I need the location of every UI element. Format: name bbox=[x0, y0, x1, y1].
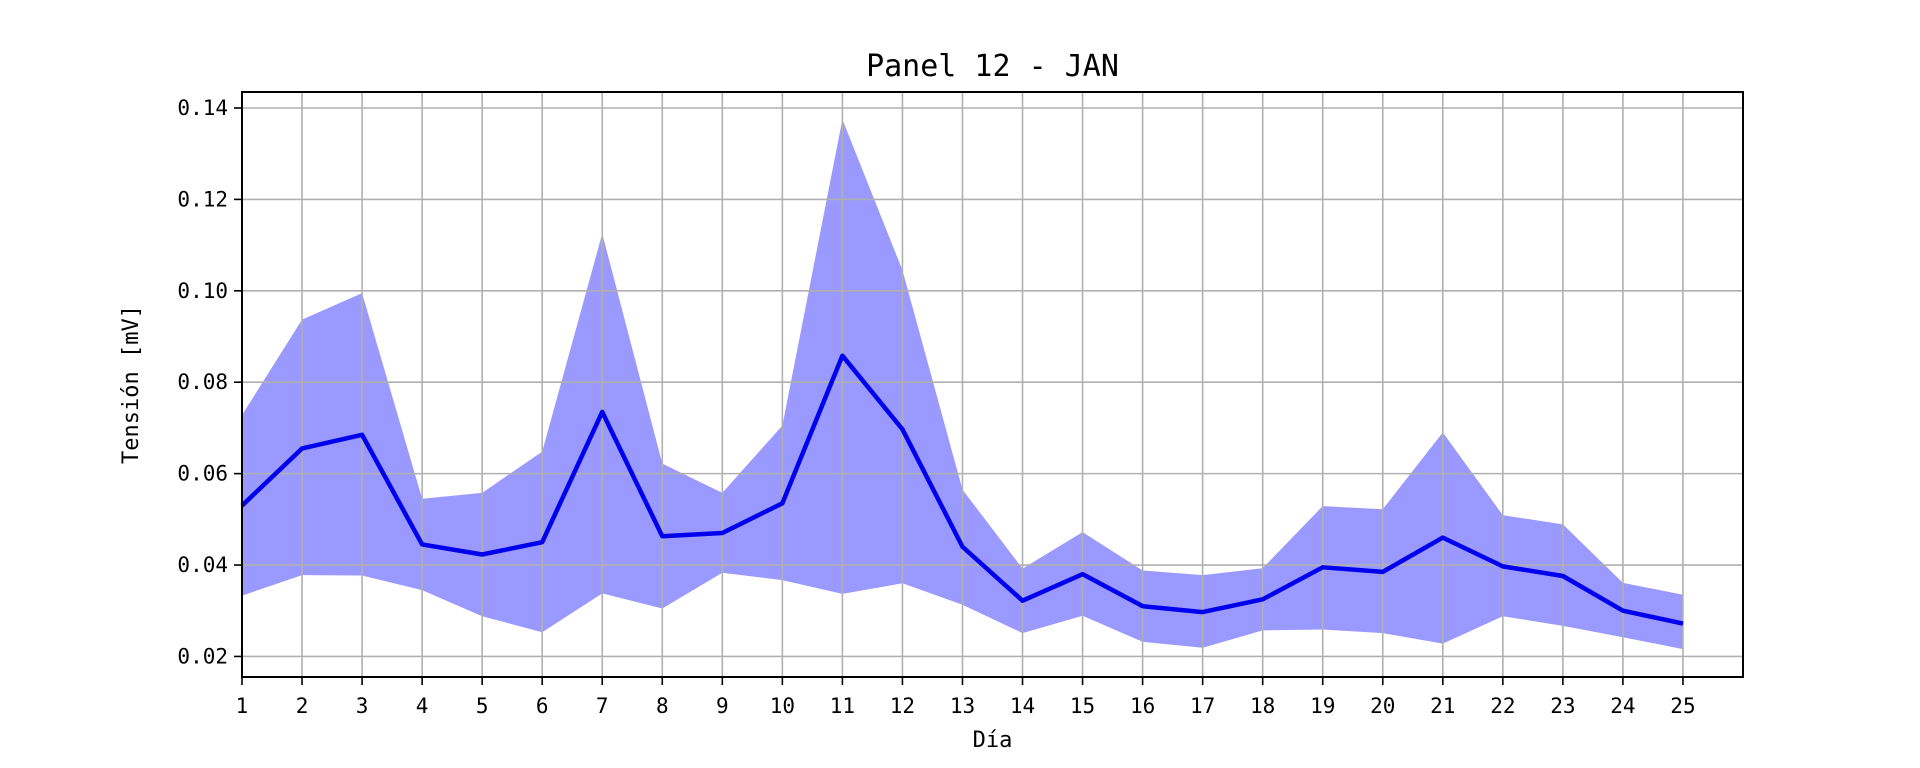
x-tick-label: 24 bbox=[1610, 694, 1635, 718]
y-tick-label: 0.02 bbox=[177, 644, 228, 668]
chart-title: Panel 12 - JAN bbox=[866, 49, 1119, 84]
grid-layer bbox=[241, 92, 1743, 677]
x-tick-label: 14 bbox=[1010, 694, 1035, 718]
x-tick-label: 19 bbox=[1310, 694, 1335, 718]
x-axis-label: Día bbox=[973, 728, 1013, 753]
x-tick-label: 10 bbox=[770, 694, 795, 718]
y-tick-label: 0.10 bbox=[177, 279, 228, 303]
x-tick-label: 16 bbox=[1130, 694, 1155, 718]
y-tick-label: 0.06 bbox=[177, 462, 228, 486]
x-tick-label: 4 bbox=[416, 694, 429, 718]
x-tick-label: 21 bbox=[1430, 694, 1455, 718]
x-tick-label: 20 bbox=[1370, 694, 1395, 718]
x-tick-label: 7 bbox=[596, 694, 609, 718]
x-tick-label: 25 bbox=[1670, 694, 1695, 718]
x-tick-label: 18 bbox=[1250, 694, 1275, 718]
y-tick-label: 0.12 bbox=[177, 187, 228, 211]
x-tick-label: 15 bbox=[1070, 694, 1095, 718]
x-tick-label: 2 bbox=[296, 694, 309, 718]
x-tick-label: 22 bbox=[1490, 694, 1515, 718]
x-tick-label: 5 bbox=[476, 694, 489, 718]
plot-frame bbox=[241, 91, 1744, 678]
x-tick-label: 1 bbox=[236, 694, 249, 718]
series-line bbox=[240, 353, 1684, 626]
x-tick-label: 12 bbox=[890, 694, 915, 718]
x-tick-label: 3 bbox=[356, 694, 369, 718]
x-tick-label: 17 bbox=[1190, 694, 1215, 718]
axis-ticks-layer: 1 2 3 4 5 6 7 8 9 10 11 12 13 14 15 16 17 18 19 20 21 22 23 24 2… bbox=[177, 96, 1695, 718]
x-tick-label: 11 bbox=[830, 694, 855, 718]
y-tick-label: 0.08 bbox=[177, 370, 228, 394]
y-axis-label: Tensión [mV] bbox=[119, 305, 144, 464]
x-tick-label: 8 bbox=[656, 694, 669, 718]
y-tick-label: 0.14 bbox=[177, 96, 228, 120]
x-tick-label: 23 bbox=[1550, 694, 1575, 718]
series-line-layer bbox=[240, 353, 1684, 626]
y-tick-label: 0.04 bbox=[177, 553, 228, 577]
x-tick-label: 9 bbox=[716, 694, 729, 718]
x-tick-label: 13 bbox=[950, 694, 975, 718]
x-tick-label: 6 bbox=[536, 694, 549, 718]
